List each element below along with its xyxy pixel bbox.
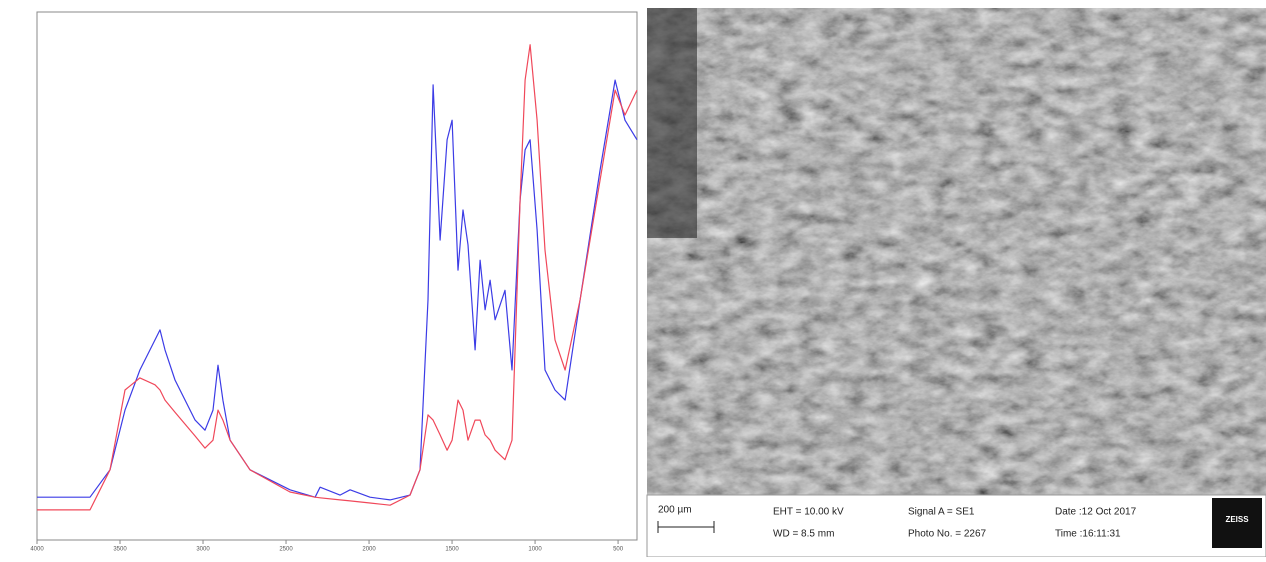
x-tick-label: 1500: [445, 547, 459, 553]
wd: WD = 8.5 mm: [773, 529, 834, 540]
x-tick-label: 2000: [362, 547, 376, 553]
sem-info-bar: [647, 495, 1266, 557]
sem-shadow: [647, 8, 697, 238]
time: Time :16:11:31: [1055, 529, 1121, 540]
x-tick-label: 3000: [196, 547, 210, 553]
photo-number: Photo No. = 2267: [908, 529, 987, 540]
x-tick-label: 500: [613, 547, 624, 553]
sem-texture: [647, 8, 1266, 495]
x-tick-label: 2500: [279, 547, 293, 553]
figure: 200 µm EHT = 10.00 kV WD = 8.5 mm Signal…: [0, 0, 1266, 557]
chart-panel: [0, 0, 640, 557]
logo: ZEISS: [1225, 515, 1249, 524]
signal: Signal A = SE1: [908, 507, 975, 518]
sem-image: [647, 8, 1266, 495]
date: Date :12 Oct 2017: [1055, 507, 1137, 518]
scale-bar-label: 200 µm: [658, 505, 692, 516]
x-tick-label: 4000: [30, 547, 44, 553]
eht: EHT = 10.00 kV: [773, 507, 844, 518]
x-tick-label: 3500: [113, 547, 127, 553]
x-tick-label: 1000: [528, 547, 542, 553]
